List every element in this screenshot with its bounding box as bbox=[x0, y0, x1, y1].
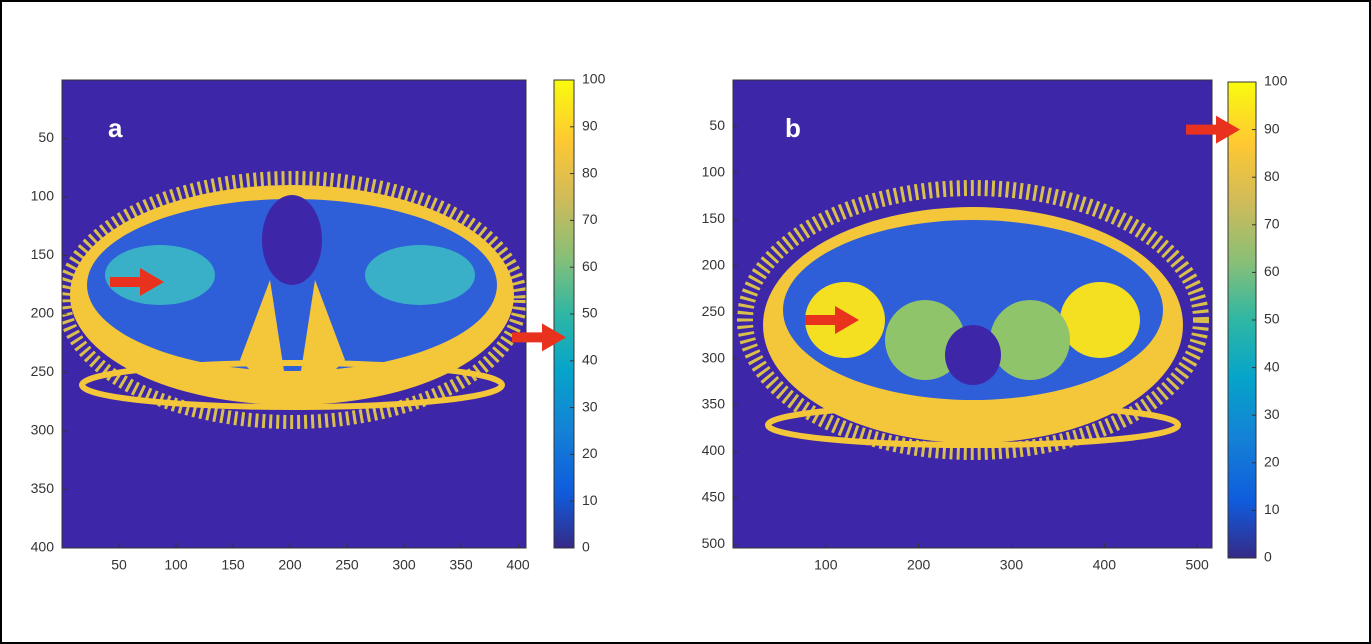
colorbar-tick-label: 100 bbox=[1264, 73, 1288, 89]
panel-label: b bbox=[785, 113, 801, 143]
x-tick-label: 100 bbox=[164, 557, 188, 573]
mri-image-a bbox=[62, 80, 526, 548]
colorbar-tick-label: 90 bbox=[1264, 120, 1280, 136]
x-tick-label: 200 bbox=[278, 557, 302, 573]
colorbar-tick-label: 60 bbox=[582, 258, 598, 274]
colorbar-tick-label: 50 bbox=[1264, 311, 1280, 327]
y-tick-label: 50 bbox=[709, 117, 725, 133]
x-tick-label: 200 bbox=[907, 557, 931, 573]
x-tick-label: 300 bbox=[1000, 557, 1024, 573]
colorbar-tick-label: 0 bbox=[1264, 549, 1272, 565]
colorbar-tick-label: 40 bbox=[1264, 358, 1280, 374]
colorbar-tick-label: 20 bbox=[582, 445, 598, 461]
colorbar-tick-label: 30 bbox=[1264, 406, 1280, 422]
y-tick-label: 250 bbox=[31, 363, 55, 379]
y-tick-label: 350 bbox=[31, 480, 55, 496]
y-tick-label: 200 bbox=[702, 256, 726, 272]
y-tick-label: 150 bbox=[702, 210, 726, 226]
y-tick-label: 200 bbox=[31, 305, 55, 321]
colorbar-tick-label: 100 bbox=[582, 71, 606, 87]
y-tick-label: 150 bbox=[31, 246, 55, 262]
x-tick-label: 50 bbox=[111, 557, 127, 573]
page: a b 501001502002503003504005010015020025… bbox=[0, 0, 1371, 644]
y-tick-label: 400 bbox=[31, 539, 55, 555]
y-tick-label: 300 bbox=[702, 349, 726, 365]
y-tick-label: 100 bbox=[31, 188, 55, 204]
x-tick-label: 500 bbox=[1185, 557, 1209, 573]
colorbar-tick-label: 10 bbox=[582, 492, 598, 508]
y-tick-label: 450 bbox=[702, 489, 726, 505]
panel-label: a bbox=[108, 113, 123, 143]
colorbar-tick-label: 20 bbox=[1264, 454, 1280, 470]
colorbar-tick-label: 10 bbox=[1264, 501, 1280, 517]
x-tick-label: 250 bbox=[335, 557, 359, 573]
x-tick-label: 350 bbox=[449, 557, 473, 573]
colorbar-tick-label: 60 bbox=[1264, 263, 1280, 279]
y-tick-label: 350 bbox=[702, 396, 726, 412]
x-tick-label: 400 bbox=[1093, 557, 1117, 573]
x-tick-label: 400 bbox=[506, 557, 530, 573]
colorbar-tick-label: 30 bbox=[582, 398, 598, 414]
y-tick-label: 300 bbox=[31, 422, 55, 438]
y-tick-label: 50 bbox=[38, 129, 54, 145]
colorbar-tick-label: 80 bbox=[582, 164, 598, 180]
colorbar-tick-label: 80 bbox=[1264, 168, 1280, 184]
y-tick-label: 400 bbox=[702, 442, 726, 458]
colorbar bbox=[1228, 82, 1256, 558]
x-tick-label: 100 bbox=[814, 557, 838, 573]
figure: a b 501001502002503003504005010015020025… bbox=[0, 0, 1371, 644]
colorbar-tick-label: 50 bbox=[582, 305, 598, 321]
colorbar-tick-label: 40 bbox=[582, 352, 598, 368]
colorbar-tick-label: 70 bbox=[582, 211, 598, 227]
mri-image-b bbox=[733, 80, 1212, 548]
colorbar-tick-label: 90 bbox=[582, 118, 598, 134]
y-tick-label: 250 bbox=[702, 303, 726, 319]
x-tick-label: 300 bbox=[392, 557, 416, 573]
colorbar-tick-label: 0 bbox=[582, 539, 590, 555]
y-tick-label: 100 bbox=[702, 164, 726, 180]
colorbar-tick-label: 70 bbox=[1264, 216, 1280, 232]
x-tick-label: 150 bbox=[221, 557, 245, 573]
y-tick-label: 500 bbox=[702, 535, 726, 551]
